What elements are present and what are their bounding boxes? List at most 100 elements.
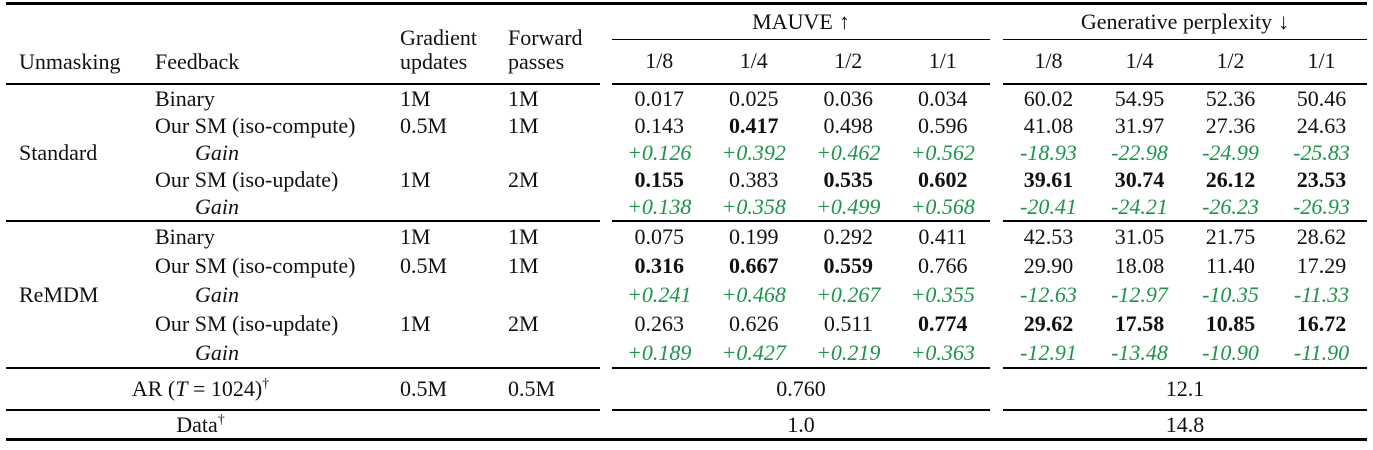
mauve-value: 0.036 xyxy=(823,85,874,111)
footer-rule xyxy=(6,409,1367,411)
ppl-gain: -20.41 xyxy=(1020,193,1077,219)
mauve-gain: +0.219 xyxy=(816,339,881,365)
forward-passes-cell: 0.5M xyxy=(508,376,556,401)
mauve-gain: +0.392 xyxy=(721,139,786,165)
ppl-subcol-1-1: 1/1 xyxy=(1307,48,1336,73)
data-ppl-value: 14.8 xyxy=(1165,411,1205,437)
mauve-value: 0.017 xyxy=(634,85,685,111)
ppl-value: 16.72 xyxy=(1296,310,1347,336)
ppl-value: 31.05 xyxy=(1114,223,1165,249)
ppl-value: 17.58 xyxy=(1114,310,1165,336)
ar-label: AR (T = 1024)† xyxy=(131,376,270,401)
table-row: Binary 1M 1M 0.075 0.199 0.292 0.411 42.… xyxy=(150,222,1367,251)
data-mauve-value: 1.0 xyxy=(787,411,815,437)
mauve-subcol-1-2: 1/2 xyxy=(834,48,863,73)
forward-passes-cell: 1M xyxy=(508,85,539,111)
feedback-cell: Our SM (iso-update) xyxy=(155,166,339,192)
mauve-gain: +0.267 xyxy=(816,281,881,307)
table-row: Our SM (iso-compute) 0.5M 1M 0.316 0.667… xyxy=(150,251,1367,280)
mauve-value: 0.155 xyxy=(634,166,685,192)
section-rule xyxy=(6,367,1367,369)
ppl-subcol-1-8: 1/8 xyxy=(1034,48,1063,73)
header-rule xyxy=(6,83,1367,85)
ppl-value: 24.63 xyxy=(1296,112,1347,138)
table-row: Our SM (iso-compute) 0.5M 1M 0.143 0.417… xyxy=(150,112,1367,139)
col-header-gradient-line1: Gradient xyxy=(400,25,477,50)
results-table: Unmasking Feedback Gradient updates Forw… xyxy=(6,0,1367,441)
mauve-value: 0.766 xyxy=(918,252,968,278)
ppl-gain: -24.99 xyxy=(1202,139,1259,165)
mauve-value: 0.025 xyxy=(729,85,779,111)
ppl-gain: -25.83 xyxy=(1293,139,1350,165)
dagger-icon: † xyxy=(262,376,270,392)
gradient-updates-cell: 1M xyxy=(400,85,431,111)
ppl-value: 54.95 xyxy=(1114,85,1165,111)
mauve-value: 0.602 xyxy=(918,166,968,192)
mauve-gain: +0.562 xyxy=(910,139,975,165)
mauve-value: 0.417 xyxy=(729,112,779,138)
ppl-gain: -12.63 xyxy=(1020,281,1077,307)
ppl-value: 39.61 xyxy=(1023,166,1074,192)
gain-label: Gain xyxy=(195,193,239,219)
down-arrow-icon: ↓ xyxy=(1278,9,1290,34)
gain-label: Gain xyxy=(195,339,239,365)
mauve-value: 0.075 xyxy=(634,223,685,249)
gain-row: Gain +0.241 +0.468 +0.267 +0.355 -12.63 … xyxy=(150,280,1367,309)
T-variable: T xyxy=(175,376,188,401)
mauve-value: 0.511 xyxy=(823,310,873,336)
mauve-gain: +0.499 xyxy=(816,193,881,219)
data-label: Data† xyxy=(176,411,225,437)
ppl-value: 11.40 xyxy=(1206,252,1255,278)
data-baseline-row: Data† 1.0 14.8 xyxy=(6,411,1367,438)
col-header-forward-line2: passes xyxy=(508,49,565,74)
ppl-value: 17.29 xyxy=(1296,252,1347,278)
mauve-gain: +0.138 xyxy=(627,193,692,219)
ppl-value: 18.08 xyxy=(1114,252,1165,278)
mauve-gain: +0.189 xyxy=(627,339,692,365)
mauve-gain: +0.241 xyxy=(627,281,692,307)
table-row: Our SM (iso-update) 1M 2M 0.155 0.383 0.… xyxy=(150,166,1367,193)
col-header-unmasking: Unmasking xyxy=(19,49,121,74)
ppl-gain: -18.93 xyxy=(1020,139,1077,165)
mauve-value: 0.411 xyxy=(918,223,968,249)
ppl-gain: -11.33 xyxy=(1293,281,1350,307)
gradient-updates-cell: 0.5M xyxy=(400,376,448,401)
mauve-group-title: MAUVE xyxy=(752,9,833,34)
col-header-forward-line1: Forward xyxy=(508,25,583,50)
mauve-value: 0.559 xyxy=(823,252,874,278)
ppl-subcol-1-4: 1/4 xyxy=(1125,48,1154,73)
ppl-value: 30.74 xyxy=(1114,166,1165,192)
mauve-value: 0.143 xyxy=(634,112,685,138)
dagger-icon: † xyxy=(217,412,225,428)
mauve-value: 0.667 xyxy=(729,252,779,278)
gain-row: Gain +0.189 +0.427 +0.219 +0.363 -12.91 … xyxy=(150,338,1367,367)
ppl-value: 21.75 xyxy=(1205,223,1256,249)
forward-passes-cell: 2M xyxy=(508,166,539,192)
ppl-gain: -24.21 xyxy=(1111,193,1168,219)
forward-passes-cell: 1M xyxy=(508,112,539,138)
gradient-updates-cell: 1M xyxy=(400,223,431,249)
ppl-value: 41.08 xyxy=(1023,112,1074,138)
forward-passes-cell: 1M xyxy=(508,223,539,249)
gain-row: Gain +0.138 +0.358 +0.499 +0.568 -20.41 … xyxy=(150,193,1367,220)
mauve-value: 0.383 xyxy=(729,166,779,192)
gain-label: Gain xyxy=(195,281,239,307)
gain-row: Gain +0.126 +0.392 +0.462 +0.562 -18.93 … xyxy=(150,139,1367,166)
feedback-cell: Binary xyxy=(155,85,215,111)
ar-baseline-row: AR (T = 1024)† 0.5M 0.5M 0.760 12.1 xyxy=(6,369,1367,409)
feedback-cell: Binary xyxy=(155,223,215,249)
forward-passes-cell: 1M xyxy=(508,252,539,278)
ar-ppl-value: 12.1 xyxy=(1165,376,1205,401)
ppl-gain: -11.90 xyxy=(1293,339,1350,365)
mauve-value: 0.774 xyxy=(918,310,968,336)
ppl-value: 60.02 xyxy=(1023,85,1074,111)
gradient-updates-cell: 1M xyxy=(400,310,431,336)
ar-mauve-value: 0.760 xyxy=(776,376,826,401)
mauve-gain: +0.358 xyxy=(721,193,786,219)
ppl-value: 10.85 xyxy=(1205,310,1256,336)
mauve-group-header: MAUVE ↑ 1/8 1/4 1/2 1/1 xyxy=(612,5,990,83)
table-row: Our SM (iso-update) 1M 2M 0.263 0.626 0.… xyxy=(150,309,1367,338)
ppl-gain: -13.48 xyxy=(1111,339,1168,365)
feedback-cell: Our SM (iso-compute) xyxy=(155,252,356,278)
